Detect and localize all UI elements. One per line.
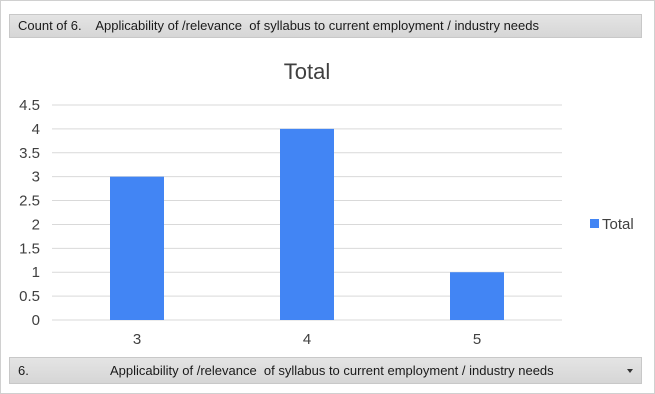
y-tick-label: 1.5	[19, 240, 40, 257]
x-tick-label: 5	[473, 331, 481, 348]
y-tick-label: 0	[32, 312, 40, 329]
chevron-down-icon[interactable]	[627, 369, 633, 373]
x-tick-label: 3	[133, 331, 141, 348]
bars	[110, 128, 504, 320]
x-axis-ticks: 3 4 5	[133, 331, 481, 348]
bar-5[interactable]	[450, 272, 504, 320]
x-tick-label: 4	[303, 331, 311, 348]
bar-3[interactable]	[110, 176, 164, 320]
y-tick-label: 4	[32, 121, 40, 138]
y-tick-label: 4.5	[19, 97, 40, 114]
value-field-button[interactable]: Count of 6. Applicability of /relevance …	[9, 14, 642, 38]
field-number: 6.	[18, 363, 29, 378]
axis-field-dropdown[interactable]: 6. Applicability of /relevance of syllab…	[9, 357, 642, 384]
y-tick-label: 3	[32, 169, 40, 186]
bar-4[interactable]	[280, 128, 334, 320]
field-label: Applicability of /relevance of syllabus …	[110, 363, 554, 378]
y-tick-label: 3.5	[19, 145, 40, 162]
y-tick-label: 2.5	[19, 193, 40, 210]
chart-title: Total	[284, 59, 330, 84]
y-axis-ticks: 0 0.5 1 1.5 2 2.5 3 3.5 4 4.5	[19, 97, 40, 329]
legend-swatch	[590, 219, 599, 228]
legend: Total	[590, 216, 634, 233]
legend-label: Total	[602, 216, 634, 233]
y-tick-label: 2	[32, 216, 40, 233]
y-tick-label: 1	[32, 264, 40, 281]
y-tick-label: 0.5	[19, 288, 40, 305]
